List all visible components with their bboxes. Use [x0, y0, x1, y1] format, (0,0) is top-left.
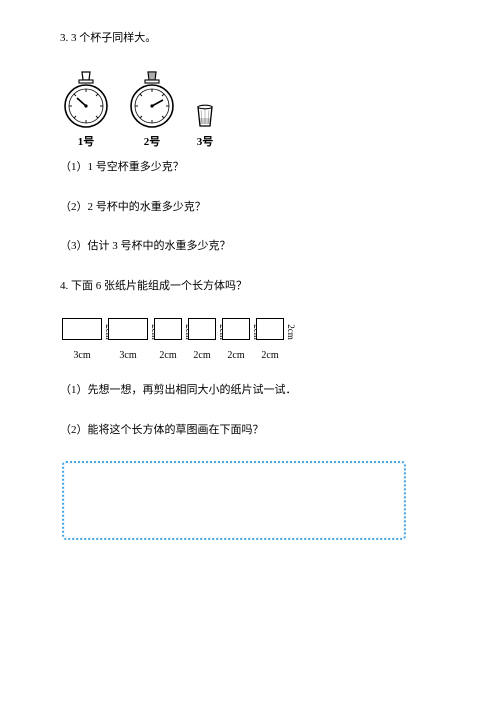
card-dim-bottom: 2cm [159, 348, 176, 364]
card-dim-bottom: 2cm [227, 348, 244, 364]
card-box [154, 318, 182, 340]
cup-3-svg [194, 104, 216, 130]
scale-1-svg [62, 70, 110, 132]
card-box [256, 318, 284, 340]
scale-1: 1号 [62, 70, 110, 152]
scale-1-label: 1号 [78, 134, 95, 152]
card-rect: 2cm [62, 318, 102, 347]
card-dim-bottom: 2cm [261, 348, 278, 364]
card-box [108, 318, 148, 340]
card-rect: 2cm [154, 318, 182, 347]
card-4: 2cm2cm [188, 318, 216, 365]
card-dim-bottom: 2cm [193, 348, 210, 364]
q3-sub3: （3）估计 3 号杯中的水重多少克？ [60, 238, 440, 256]
card-5: 2cm2cm [222, 318, 250, 365]
card-rect: 2cm [222, 318, 250, 347]
cup-3: 3号 [194, 104, 216, 152]
q4-sub1: （1）先想一想，再剪出相同大小的纸片试一试． [60, 382, 440, 400]
scales-figure: 1号 [62, 70, 440, 152]
q3-sub2: （2）2 号杯中的水重多少克？ [60, 199, 440, 217]
q4-sub2: （2）能将这个长方体的草图画在下面吗？ [60, 422, 440, 440]
card-rect: 2cm [108, 318, 148, 347]
card-box [222, 318, 250, 340]
card-3: 2cm2cm [154, 318, 182, 365]
worksheet-page: 3. 3 个杯子同样大。 [0, 0, 500, 560]
q3-sub1: （1）1 号空杯重多少克？ [60, 159, 440, 177]
card-1: 2cm3cm [62, 318, 102, 365]
card-dim-bottom: 3cm [119, 348, 136, 364]
cup-3-label: 3号 [197, 134, 214, 152]
card-dim-bottom: 3cm [73, 348, 90, 364]
card-box [62, 318, 102, 340]
scale-2-svg [128, 70, 176, 132]
answer-box [62, 461, 406, 540]
card-6: 2cm2cm [256, 318, 284, 365]
q4-title: 4. 下面 6 张纸片能组成一个长方体吗？ [60, 278, 440, 296]
scale-2: 2号 [128, 70, 176, 152]
cards-figure: 2cm3cm2cm3cm2cm2cm2cm2cm2cm2cm2cm2cm [62, 318, 440, 365]
card-rect: 2cm [188, 318, 216, 347]
card-2: 2cm3cm [108, 318, 148, 365]
card-rect: 2cm [256, 318, 284, 347]
scale-2-label: 2号 [144, 134, 161, 152]
card-box [188, 318, 216, 340]
card-dim-right: 2cm [283, 324, 297, 340]
q3-title: 3. 3 个杯子同样大。 [60, 30, 440, 48]
